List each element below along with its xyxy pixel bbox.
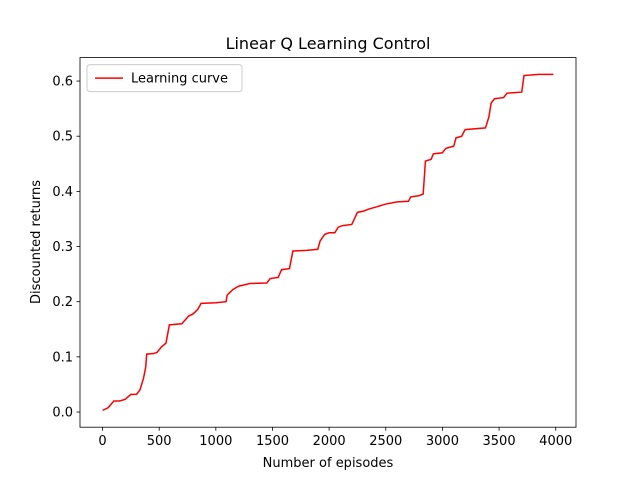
x-tick-label: 500 <box>147 434 172 449</box>
x-tick-label: 1500 <box>256 434 289 449</box>
x-tick-label: 3000 <box>426 434 459 449</box>
x-tick-label: 2000 <box>313 434 346 449</box>
y-tick-label: 0.4 <box>52 185 73 200</box>
y-tick-label: 0.3 <box>52 240 73 255</box>
x-tick-label: 2500 <box>369 434 402 449</box>
legend-label: Learning curve <box>131 72 228 87</box>
y-tick-label: 0.5 <box>52 130 73 145</box>
y-tick-label: 0.2 <box>52 295 73 310</box>
x-tick-label: 3500 <box>483 434 516 449</box>
x-tick-label: 4000 <box>539 434 572 449</box>
y-axis-label: Discounted returns <box>29 180 44 304</box>
y-tick-label: 0.0 <box>52 406 73 421</box>
x-tick-label: 1000 <box>199 434 232 449</box>
y-tick-label: 0.1 <box>52 350 73 365</box>
data-line <box>102 73 554 412</box>
x-tick-label: 0 <box>98 434 106 449</box>
chart-title: Linear Q Learning Control <box>226 34 431 53</box>
axes-frame <box>79 57 577 428</box>
y-tick-label: 0.6 <box>52 75 73 90</box>
legend-frame <box>86 64 243 93</box>
x-axis-label: Number of episodes <box>263 456 394 471</box>
